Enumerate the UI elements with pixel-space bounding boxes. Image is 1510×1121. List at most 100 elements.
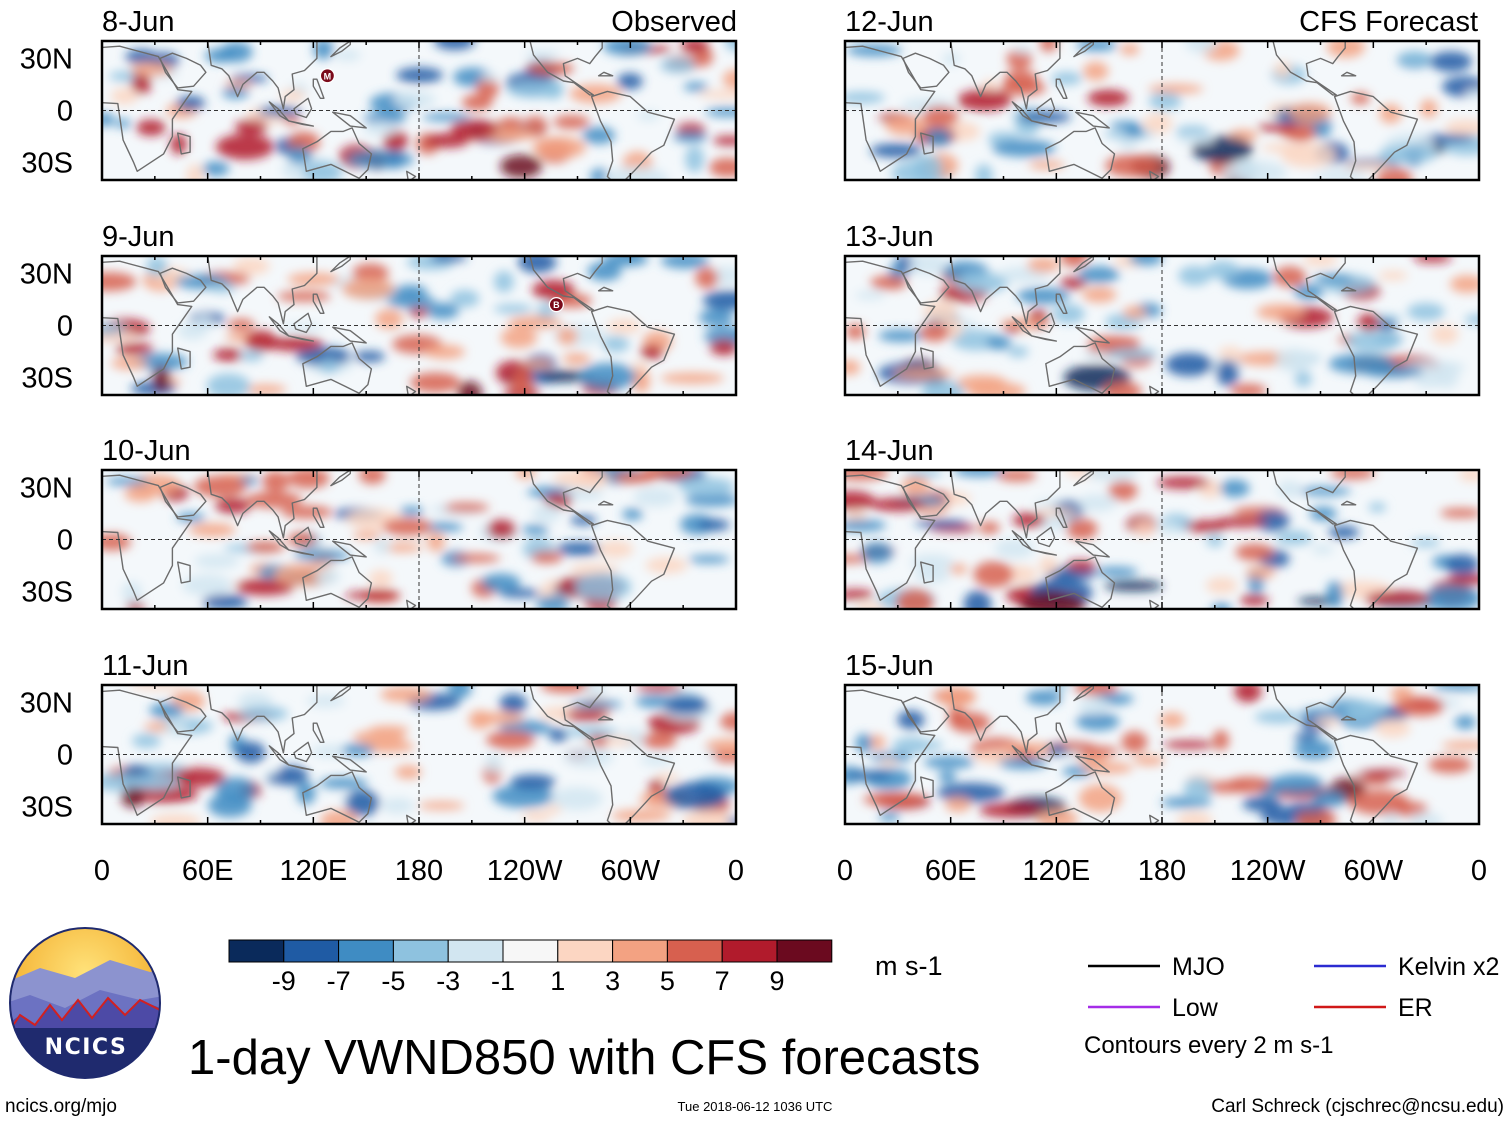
anomaly-blob [500,327,538,349]
x-tick-label: 60E [182,855,234,887]
anomaly-blob [587,261,622,282]
anomaly-blob [579,363,637,390]
anomaly-blob [1408,812,1443,824]
coastline [312,507,325,528]
colorbar-label: 1 [550,966,565,996]
anomaly-blob [215,133,274,160]
anomaly-blob [1218,346,1242,362]
anomaly-blob [603,256,649,267]
anomaly-blob [363,121,397,136]
anomaly-blob [1177,134,1215,145]
anomaly-blob [712,135,736,146]
anomaly-blob [1082,61,1109,81]
anomaly-blob [1311,544,1334,555]
y-tick-label: 30S [21,792,73,824]
coastline [1333,734,1419,824]
anomaly-blob [531,504,561,523]
anomaly-blob [1256,304,1305,321]
anomaly-blob [556,327,578,346]
anomaly-blob [193,553,240,569]
anomaly-blob [492,784,555,808]
x-tick-label: 0 [1471,855,1487,887]
anomaly-blob [1047,685,1070,691]
coastline [1340,286,1357,292]
anomaly-blob [1378,270,1408,281]
anomaly-blob [375,308,404,330]
anomaly-blob [1060,277,1087,290]
colorbar-label: -9 [272,966,296,996]
anomaly-blob [540,685,592,693]
anomaly-blob [854,290,886,300]
anomaly-blob [1105,154,1160,178]
anomaly-blob [641,470,695,479]
anomaly-blob [267,336,324,352]
anomaly-blob [280,505,333,519]
anomaly-blob [313,41,334,60]
anomaly-blob [1148,84,1204,94]
anomaly-blob [705,107,736,117]
anomaly-blob [170,133,187,155]
anomaly-blob [563,487,604,501]
anomaly-blob [493,304,533,314]
anomaly-blob [320,810,359,824]
anomaly-blob [1094,566,1139,577]
anomaly-blob [910,554,955,571]
anomaly-blob [724,41,736,52]
coastline [207,685,318,754]
coastline [597,715,614,721]
panel-12-Jun: 12-Jun [843,6,1481,182]
coastline [1055,78,1068,99]
anomaly-blob [1155,521,1180,534]
anomaly-blob [921,379,965,395]
anomaly-field [102,41,736,180]
panel-date-label: 9-Jun [102,221,175,253]
anomaly-blob [633,487,678,507]
anomaly-blob [698,308,734,326]
coastline [293,741,313,763]
anomaly-blob [125,49,158,65]
anomaly-blob [1078,784,1123,813]
anomaly-blob [1326,580,1344,608]
anomaly-blob [1293,739,1335,760]
site-link[interactable]: ncics.org/mjo [5,1096,117,1117]
anomaly-blob [461,94,493,111]
x-axes: 0 60E 120E 180 120W 60W 0 0 60E 120E 180 120W 60W 0 [94,855,1487,887]
anomaly-blob [1271,773,1323,794]
coastline [1340,500,1357,506]
coastline [288,120,314,127]
anomaly-blob [1275,348,1314,373]
colorbar-label: -3 [436,966,460,996]
anomaly-blob [868,734,886,750]
anomaly-blob [722,69,736,89]
coastline [1333,519,1419,609]
colorbar-swatch [283,939,340,963]
anomaly-blob [978,521,1000,534]
anomaly-blob [942,52,961,66]
coastline [845,474,936,601]
anomaly-blob [953,470,1005,477]
y-tick-label: 30S [21,148,73,180]
anomaly-blob [726,817,736,824]
anomaly-blob [149,813,201,824]
anomaly-blob [532,136,586,159]
coastline [288,764,314,771]
anomaly-blob [1080,746,1119,756]
x-tick-label: 0 [728,855,744,887]
anomaly-blob [854,603,887,609]
anomaly-blob [536,595,570,609]
anomaly-blob [1375,719,1411,738]
anomaly-blob [206,373,251,395]
anomaly-blob [351,263,389,283]
coastline [1036,526,1056,548]
anomaly-blob [110,88,138,105]
x-tick-label: 60W [1344,855,1404,887]
anomaly-blob [1242,796,1282,812]
anomaly-blob [102,533,132,551]
legend-item: Low [1088,994,1219,1022]
anomaly-blob [1039,41,1058,52]
coastline [1031,549,1057,556]
anomaly-blob [1273,266,1307,288]
anomaly-blob [1013,45,1032,55]
anomaly-blob [1413,256,1452,263]
coastline [288,335,314,342]
